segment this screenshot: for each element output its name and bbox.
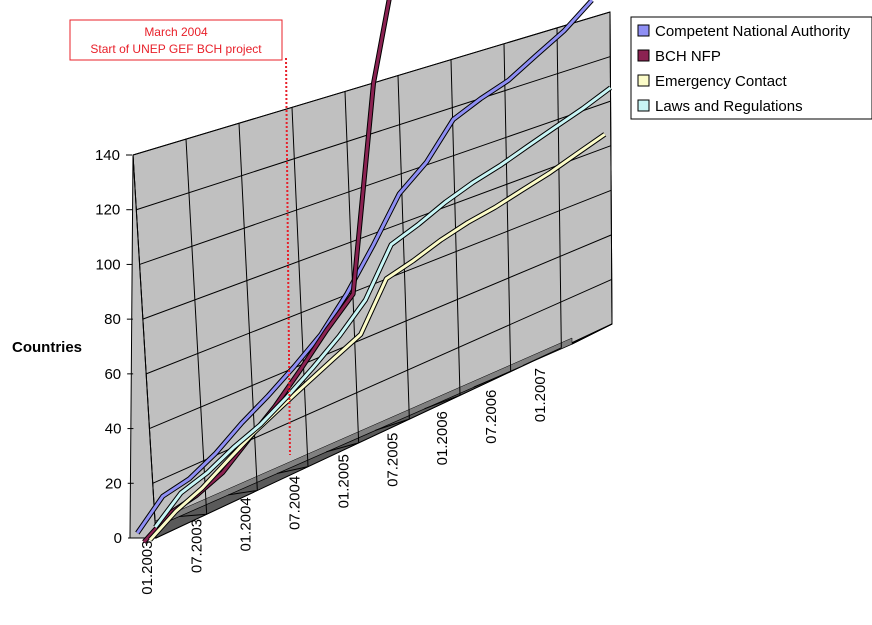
chart-gridline-x <box>450 59 461 396</box>
chart-gridline-y <box>142 145 612 320</box>
chart-x-tick-label: 07.2005 <box>385 433 402 487</box>
chart-floor-line <box>179 513 207 517</box>
chart-legend-label: Competent National Authority <box>655 23 851 40</box>
chart-floor-line <box>375 418 410 431</box>
chart-gridline-x <box>609 11 613 325</box>
chart-annotation: March 2004 Start of UNEP GEF BCH project <box>69 19 291 456</box>
chart-series-line <box>142 0 391 544</box>
chart-x-tick-label: 01.2003 <box>139 541 156 595</box>
chart-x-tick-label: 01.2007 <box>532 368 549 422</box>
chart-gridline-x <box>503 43 512 372</box>
chart-y-tick-label: 60 <box>104 366 121 383</box>
chart-floor-line <box>277 466 309 474</box>
chart-gridline-y <box>139 100 611 265</box>
chart-y-tick-label: 0 <box>114 530 122 547</box>
chart-y-tick-label: 80 <box>104 311 121 328</box>
chart-x-tick-label: 07.2006 <box>483 390 500 444</box>
chart-annotation-text: Start of UNEP GEF BCH project <box>90 42 262 56</box>
chart-legend: Competent National Authority BCH NFP Emerg… <box>630 16 872 120</box>
chart-x-tick-label: 01.2004 <box>237 497 254 551</box>
chart-gridline-x <box>556 27 562 348</box>
chart-gridline-y <box>136 56 611 211</box>
chart-x-tick-label: 01.2006 <box>434 411 451 465</box>
chart-annotation-text: March 2004 <box>144 25 208 39</box>
chart-y-tick-label: 20 <box>105 475 122 492</box>
chart-series-line <box>148 133 606 542</box>
chart-gridline-y <box>145 189 612 375</box>
chart-legend-swatch <box>637 24 650 37</box>
chart-y-axis: 0 20 40 60 80 100 120 140 <box>95 147 134 547</box>
chart-series-group <box>135 0 612 544</box>
chart-y-tick-label: 120 <box>95 202 120 219</box>
chart-x-axis: 01.2003 07.2003 01.2004 07.2004 01.2005 07.20… <box>139 368 549 595</box>
chart-gridline-x <box>185 139 208 515</box>
chart-x-tick-label: 07.2004 <box>287 476 304 530</box>
chart-legend-box <box>630 16 872 120</box>
chart-floor-line <box>571 323 613 345</box>
chart-x-tick-label: 07.2003 <box>188 519 205 573</box>
chart-legend-label: BCH NFP <box>655 48 721 65</box>
chart-legend-label: Emergency Contact <box>655 73 788 90</box>
chart-floor-line <box>326 442 359 453</box>
chart-floor-line <box>228 489 258 496</box>
chart-gridline-x <box>344 91 360 443</box>
chart-floor-line <box>424 394 461 410</box>
chart-annotation-box <box>69 19 283 61</box>
chart-legend-label: Laws and Regulations <box>655 98 803 115</box>
chart-gridline-x <box>397 75 410 420</box>
chart-y-tick-label: 100 <box>96 256 121 273</box>
chart-gridline-x <box>291 107 309 467</box>
chart-y-tick-label: 40 <box>105 421 122 438</box>
chart-series-line <box>136 0 594 534</box>
chart-legend-swatch <box>637 49 650 62</box>
chart-y-axis-label: Countries <box>12 339 82 356</box>
chart-gridline-y <box>149 234 612 430</box>
chart-y-tick-label: 140 <box>95 147 120 164</box>
chart-x-tick-label: 01.2005 <box>336 454 353 508</box>
chart-legend-swatch <box>637 99 650 112</box>
chart-floor-line <box>473 371 511 388</box>
chart-gridlines <box>130 11 613 539</box>
chart-legend-swatch <box>637 74 650 87</box>
chart-gridline-x <box>132 154 157 539</box>
chart-series-line <box>154 86 612 529</box>
chart-floor-line <box>522 347 562 367</box>
